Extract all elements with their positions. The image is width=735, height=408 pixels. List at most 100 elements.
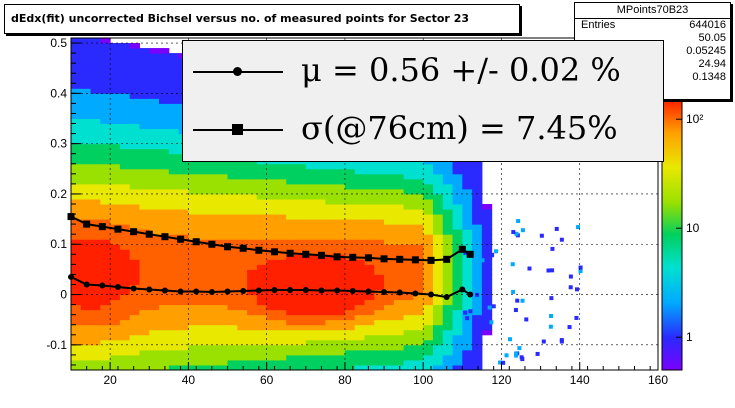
heatmap-cell [159, 153, 170, 160]
heatmap-cell [207, 319, 219, 326]
heatmap-cell [129, 98, 140, 104]
heatmap-cell [100, 334, 111, 341]
heatmap-cell [159, 158, 170, 165]
heatmap-cell [71, 349, 82, 356]
heatmap-cell [198, 274, 209, 280]
heatmap-cell [432, 183, 444, 190]
heatmap-cell [432, 219, 444, 225]
heatmap-cell [168, 229, 180, 235]
heatmap-cell [129, 359, 140, 366]
heatmap-cell [119, 304, 131, 311]
heatmap-cell [315, 168, 326, 175]
heatmap-cell [364, 299, 375, 306]
heatmap-cell [393, 239, 405, 245]
heatmap-cell [227, 229, 238, 235]
heatmap-cell [266, 329, 277, 336]
heatmap-cell [159, 103, 170, 109]
heatmap-cell [110, 163, 121, 170]
heatmap-cell [168, 188, 180, 195]
heatmap-cell [423, 289, 434, 296]
heatmap-cell [384, 188, 395, 195]
heatmap-cell [335, 324, 346, 331]
heatmap-cell [149, 128, 160, 135]
data-point [396, 255, 404, 263]
heatmap-cell [168, 259, 180, 265]
heatmap-cell [149, 113, 160, 119]
heatmap-cell [80, 183, 92, 190]
heatmap-cell [393, 344, 405, 351]
heatmap-cell [325, 163, 336, 170]
heatmap-cell [119, 209, 131, 215]
heatmap-cell [139, 193, 150, 200]
heatmap-cell [207, 249, 219, 255]
heatmap-cell [354, 274, 365, 280]
heatmap-cell [71, 259, 82, 265]
heatmap-cell [159, 214, 170, 220]
heatmap-cell [188, 209, 199, 215]
heatmap-cell [393, 279, 405, 285]
heatmap-cell [90, 324, 101, 331]
heatmap-cell [423, 163, 434, 170]
heatmap-cell [139, 204, 150, 210]
heatmap-cell [256, 264, 268, 270]
heatmap-cell [100, 254, 111, 260]
heatmap-cell [276, 224, 287, 230]
heatmap-cell [354, 239, 365, 245]
heatmap-cell [374, 339, 385, 346]
heatmap-cell [110, 219, 121, 225]
heatmap-cell [315, 304, 326, 311]
heatmap-cell [129, 344, 140, 351]
heatmap-cell [567, 325, 572, 330]
heatmap-cell [432, 289, 444, 296]
heatmap-cell [413, 294, 424, 301]
heatmap-cell [305, 264, 317, 270]
heatmap-cell [247, 163, 258, 170]
heatmap-cell [384, 334, 395, 341]
heatmap-cell [90, 354, 101, 361]
heatmap-cell [168, 103, 180, 109]
heatmap-cell [149, 219, 160, 225]
heatmap-cell [364, 259, 375, 265]
heatmap-cell [90, 63, 101, 69]
heatmap-cell [325, 324, 336, 331]
heatmap-cell [413, 269, 424, 275]
heatmap-cell [335, 188, 346, 195]
heatmap-cell [119, 103, 131, 109]
heatmap-cell [452, 274, 463, 280]
heatmap-cell [256, 209, 268, 215]
heatmap-cell [247, 304, 258, 311]
heatmap-cell [159, 329, 170, 336]
heatmap-cell [139, 319, 150, 326]
heatmap-cell [237, 319, 248, 326]
heatmap-cell [325, 209, 336, 215]
heatmap-cell [149, 123, 160, 130]
heatmap-cell [100, 48, 111, 54]
heatmap-cell [286, 279, 297, 285]
heatmap-cell [100, 148, 111, 155]
heatmap-cell [364, 188, 375, 195]
heatmap-cell [374, 168, 385, 175]
heatmap-cell [413, 198, 424, 205]
heatmap-cell [237, 204, 248, 210]
heatmap-cell [217, 229, 229, 235]
heatmap-cell [178, 204, 189, 210]
heatmap-cell [198, 214, 209, 220]
heatmap-cell [90, 279, 101, 285]
heatmap-cell [364, 198, 375, 205]
heatmap-cell [217, 264, 229, 270]
heatmap-cell [344, 329, 356, 336]
data-point [318, 287, 325, 294]
heatmap-cell [198, 269, 209, 275]
heatmap-cell [266, 324, 277, 331]
heatmap-cell [256, 204, 268, 210]
heatmap-cell [413, 264, 424, 270]
heatmap-cell [227, 329, 238, 336]
stats-value: 644016 [689, 19, 726, 31]
data-point [240, 288, 247, 295]
heatmap-cell [119, 294, 131, 301]
heatmap-cell [403, 163, 414, 170]
heatmap-cell [139, 344, 150, 351]
heatmap-cell [119, 344, 131, 351]
heatmap-cell [481, 264, 493, 270]
heatmap-cell [276, 299, 287, 306]
